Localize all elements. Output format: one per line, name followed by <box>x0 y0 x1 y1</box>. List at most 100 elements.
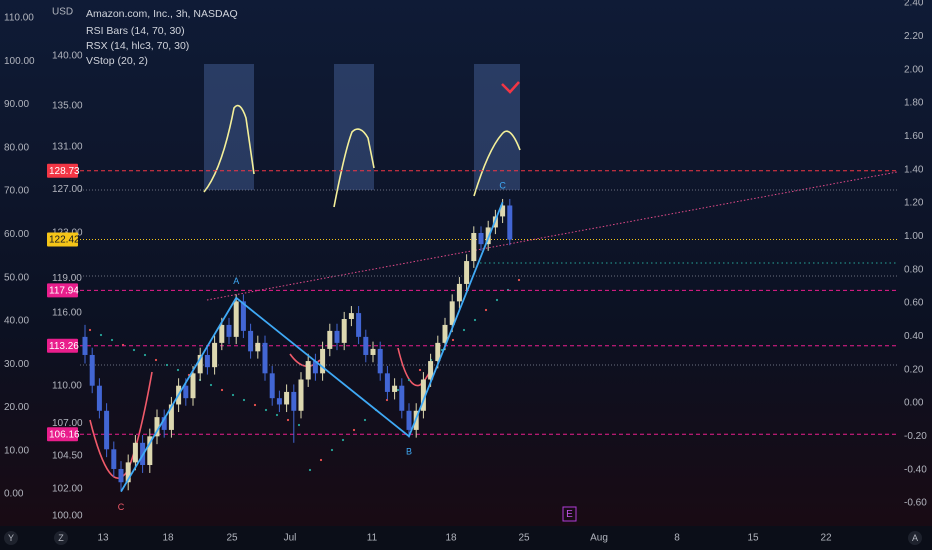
level-label: 106.16 <box>49 429 80 440</box>
x-tick-label: 22 <box>820 533 832 544</box>
zigzag-label: A <box>233 276 239 286</box>
vstop-dot <box>308 468 312 472</box>
vstop-dot <box>330 448 334 452</box>
candle-body <box>341 318 347 343</box>
vstop-dot <box>264 408 268 412</box>
candle-body <box>312 361 318 374</box>
candle-body <box>392 385 398 392</box>
indicator: RSX (14, hlc3, 70, 30) <box>86 40 189 52</box>
rsx-curve <box>473 130 521 197</box>
indicator: VStop (20, 2) <box>86 55 148 67</box>
left-tick-label: 30.00 <box>4 359 29 370</box>
price-tick-label: 110.00 <box>52 380 82 391</box>
indicator: RSI Bars (14, 70, 30) <box>86 25 185 37</box>
x-tick-label: 25 <box>226 533 238 544</box>
level-badge <box>47 232 78 247</box>
candle-body <box>262 342 268 374</box>
x-tick-label: 11 <box>367 533 378 544</box>
left-tick-label: 50.00 <box>4 272 29 283</box>
candle-body <box>420 379 426 411</box>
right-tick-label: 1.20 <box>904 198 924 209</box>
price-tick-label: 102.00 <box>52 484 83 495</box>
candle-body <box>449 301 455 325</box>
level-label: 113.26 <box>49 341 79 352</box>
candle-body <box>111 449 117 469</box>
level-badge <box>47 163 78 178</box>
price-tick-label: 100.00 <box>52 511 83 522</box>
vstop-dot <box>176 368 180 372</box>
rsi-box <box>204 64 254 190</box>
vstop-dot <box>110 338 114 342</box>
x-tick-label: 8 <box>674 533 680 544</box>
candle-body <box>435 342 441 362</box>
earnings-box[interactable] <box>562 506 577 522</box>
x-tick-label: 15 <box>747 533 759 544</box>
vstop-dot <box>99 333 103 337</box>
candle-body <box>348 313 354 319</box>
candle-body <box>183 385 189 399</box>
candle-body <box>320 348 326 374</box>
candle-body <box>406 410 412 430</box>
right-tick-label: -0.40 <box>904 464 927 475</box>
legend: Amazon.com, Inc., 3h, NASDAQ RSI Bars (1… <box>86 8 238 67</box>
left-tick-label: 10.00 <box>4 445 29 456</box>
candle-body <box>147 436 153 466</box>
candle-body <box>212 342 218 368</box>
candle-body <box>377 348 383 374</box>
left-tick-label: 40.00 <box>4 316 29 327</box>
rsx-curve <box>333 128 375 208</box>
right-tick-label: 0.20 <box>904 364 924 375</box>
candle-body <box>464 261 470 284</box>
candle-body <box>125 462 131 483</box>
vstop-dot <box>154 358 158 362</box>
candle-body <box>291 391 297 411</box>
candle-body <box>248 330 254 352</box>
candle-body <box>507 205 513 240</box>
candle-body <box>104 410 110 450</box>
right-tick-label: -0.60 <box>904 498 927 509</box>
left-tick-label: 60.00 <box>4 229 29 240</box>
left-tick-label: 70.00 <box>4 186 29 197</box>
earnings-marker[interactable]: E <box>566 509 573 520</box>
trend-line <box>206 171 898 301</box>
left-tick-label: 20.00 <box>4 402 29 413</box>
candle-body <box>82 336 88 355</box>
candle-body <box>269 373 275 399</box>
scale-button-ring <box>54 531 68 545</box>
right-tick-label: 1.80 <box>904 98 924 109</box>
x-tick-label: 25 <box>518 533 530 544</box>
right-tick-label: 0.80 <box>904 264 924 275</box>
candle-body <box>255 342 261 352</box>
vstop-dot <box>517 278 521 282</box>
vstop-dot <box>132 348 136 352</box>
candle-body <box>399 385 405 411</box>
price-tick-label: 140.00 <box>52 51 83 62</box>
vstop-dot <box>286 418 290 422</box>
candle-body <box>132 442 138 463</box>
candle-body <box>190 373 196 399</box>
sell-signal <box>501 81 520 94</box>
vstop-dot <box>209 383 213 387</box>
candle-body <box>298 379 304 411</box>
scale-button[interactable]: Y <box>8 533 14 543</box>
left-tick-label: 90.00 <box>4 99 29 110</box>
candle-body <box>478 232 484 245</box>
right-tick-label: -0.20 <box>904 431 927 442</box>
left-tick-label: 80.00 <box>4 142 29 153</box>
scale-button[interactable]: A <box>912 533 918 543</box>
price-tick-label: 135.00 <box>52 100 83 111</box>
candle-body <box>284 391 290 405</box>
candle-body <box>363 336 369 355</box>
currency-label: USD <box>52 7 73 18</box>
candle-body <box>233 301 239 337</box>
x-tick-label: Aug <box>590 533 608 544</box>
vstop-dot <box>352 428 356 432</box>
candle-body <box>276 398 282 405</box>
level-badge <box>47 283 78 298</box>
scale-button[interactable]: Z <box>58 533 64 543</box>
level-label: 128.73 <box>49 166 80 177</box>
candle-body <box>197 354 203 374</box>
right-tick-label: 0.60 <box>904 298 924 309</box>
candle-body <box>204 354 210 368</box>
